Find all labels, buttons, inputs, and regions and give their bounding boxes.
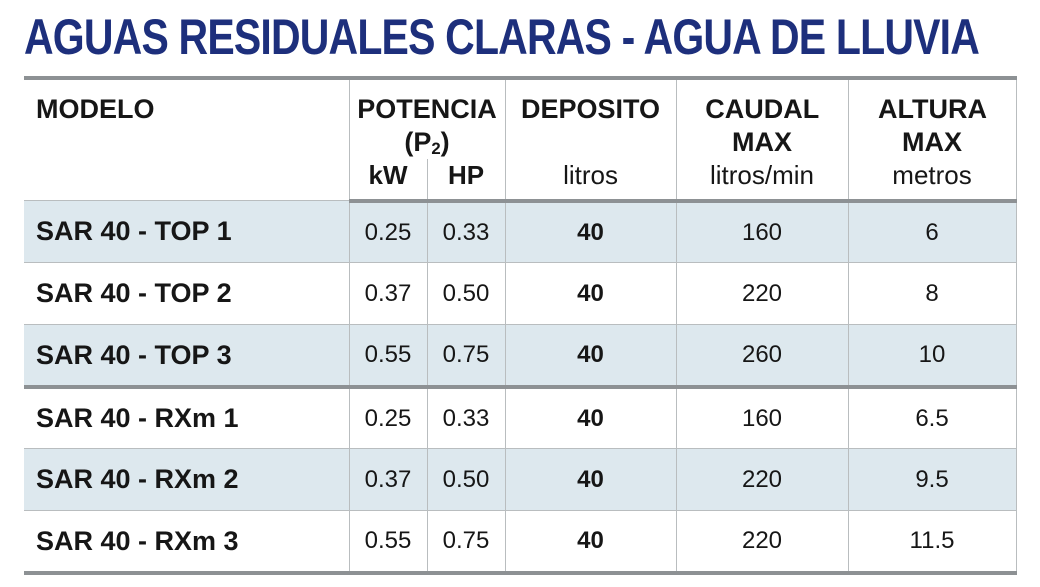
table-row: SAR 40 - RXm 3 0.55 0.75 40 220 11.5 — [24, 510, 1017, 575]
caudal-cell: 160 — [675, 384, 849, 450]
table-row: SAR 40 - RXm 1 0.25 0.33 40 160 6.5 — [24, 384, 1017, 450]
model-cell: SAR 40 - TOP 1 — [24, 200, 350, 264]
potencia-sub-label: (P2) — [404, 126, 450, 158]
altura-cell: 8 — [847, 262, 1017, 326]
column-header-potencia: POTENCIA (P2) — [348, 76, 506, 159]
model-cell: SAR 40 - RXm 3 — [24, 510, 350, 575]
table-header: MODELO POTENCIA (P2) DEPOSITO CAUDAL MAX… — [24, 76, 1017, 203]
unit-kw: kW — [349, 158, 428, 203]
hp-cell: 0.50 — [426, 262, 506, 326]
page-title: AGUAS RESIDUALES CLARAS - AGUA DE LLUVIA — [24, 9, 980, 65]
column-header-caudal: CAUDAL MAX — [675, 76, 849, 159]
model-cell: SAR 40 - TOP 2 — [24, 262, 350, 326]
kw-cell: 0.55 — [348, 510, 428, 575]
hp-cell: 0.33 — [426, 200, 506, 264]
column-header-altura: ALTURA MAX — [847, 76, 1017, 159]
kw-cell: 0.55 — [348, 324, 428, 388]
kw-cell: 0.37 — [348, 262, 428, 326]
caudal-cell: 220 — [675, 510, 849, 575]
unit-caudal: litros/min — [675, 158, 849, 203]
pump-spec-table: MODELO POTENCIA (P2) DEPOSITO CAUDAL MAX… — [24, 76, 1017, 575]
deposito-cell: 40 — [504, 510, 677, 575]
altura-cell: 11.5 — [847, 510, 1017, 575]
caudal-label: CAUDAL MAX — [705, 94, 820, 157]
column-header-deposito: DEPOSITO — [504, 76, 677, 159]
table-row: SAR 40 - RXm 2 0.37 0.50 40 220 9.5 — [24, 448, 1017, 512]
caudal-cell: 220 — [675, 448, 849, 512]
header-row-units: kW HP litros litros/min metros — [24, 158, 1017, 203]
deposito-cell: 40 — [504, 262, 677, 326]
model-cell: SAR 40 - TOP 3 — [24, 324, 350, 388]
header-row-main: MODELO POTENCIA (P2) DEPOSITO CAUDAL MAX… — [24, 76, 1017, 201]
deposito-cell: 40 — [504, 448, 677, 512]
unit-hp: HP — [426, 158, 506, 203]
column-header-modelo: MODELO — [24, 76, 350, 201]
model-cell: SAR 40 - RXm 2 — [24, 448, 350, 512]
modelo-label: MODELO — [36, 94, 155, 124]
kw-cell: 0.25 — [348, 384, 428, 450]
table-row: SAR 40 - TOP 2 0.37 0.50 40 220 8 — [24, 262, 1017, 326]
altura-cell: 6 — [847, 200, 1017, 264]
table-row: SAR 40 - TOP 3 0.55 0.75 40 260 10 — [24, 324, 1017, 388]
kw-cell: 0.37 — [348, 448, 428, 512]
caudal-cell: 160 — [675, 200, 849, 264]
deposito-cell: 40 — [504, 324, 677, 388]
model-cell: SAR 40 - RXm 1 — [24, 384, 350, 450]
unit-deposito: litros — [504, 158, 677, 203]
hp-cell: 0.75 — [426, 324, 506, 388]
altura-cell: 10 — [847, 324, 1017, 388]
table-row: SAR 40 - TOP 1 0.25 0.33 40 160 6 — [24, 200, 1017, 264]
unit-altura: metros — [847, 158, 1017, 203]
hp-cell: 0.33 — [426, 384, 506, 450]
deposito-label: DEPOSITO — [520, 94, 661, 124]
deposito-cell: 40 — [504, 384, 677, 450]
altura-label: ALTURA MAX — [878, 94, 987, 157]
caudal-cell: 220 — [675, 262, 849, 326]
altura-cell: 9.5 — [847, 448, 1017, 512]
potencia-label: POTENCIA — [357, 94, 497, 124]
altura-cell: 6.5 — [847, 384, 1017, 450]
table-body: SAR 40 - TOP 1 0.25 0.33 40 160 6 SAR 40… — [24, 200, 1017, 575]
hp-cell: 0.50 — [426, 448, 506, 512]
caudal-cell: 260 — [675, 324, 849, 388]
catalog-page: AGUAS RESIDUALES CLARAS - AGUA DE LLUVIA… — [24, 9, 1017, 575]
deposito-cell: 40 — [504, 200, 677, 264]
hp-cell: 0.75 — [426, 510, 506, 575]
kw-cell: 0.25 — [348, 200, 428, 264]
